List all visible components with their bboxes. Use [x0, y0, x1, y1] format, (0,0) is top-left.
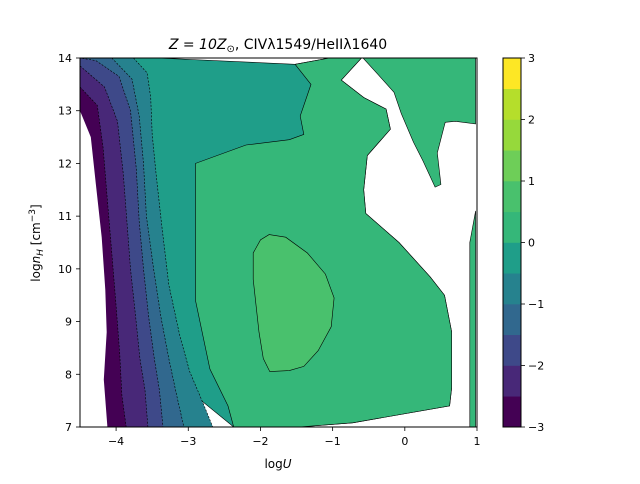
plot-frame: [79, 57, 478, 428]
contour-regions: [80, 58, 476, 427]
colorbar-band: [503, 365, 521, 397]
contour-region-2: [362, 58, 476, 188]
y-tick-label: 8: [65, 368, 72, 381]
colorbar-band: [503, 273, 521, 305]
y-tick-label: 13: [58, 105, 72, 118]
colorbar-tick-label: 2: [528, 114, 535, 127]
x-tick-label: 0: [401, 435, 408, 448]
colorbar-band: [503, 242, 521, 274]
y-tick-label: 7: [65, 421, 72, 434]
contour-region-10: [80, 58, 108, 427]
colorbar-tick-label: 1: [528, 175, 535, 188]
x-tick-label: 1: [474, 435, 481, 448]
colorbar-ticks: −3 −2 −1 0 1 2 3: [521, 52, 544, 434]
y-tick-label: 14: [58, 52, 72, 65]
colorbar-band: [503, 396, 521, 428]
contour-region-3: [469, 210, 476, 427]
colorbar-band: [503, 211, 521, 243]
x-tick-label: −2: [252, 435, 268, 448]
y-tick-label: 12: [58, 157, 72, 170]
colorbar-tick-label: −1: [528, 298, 544, 311]
x-tick-label: −1: [325, 435, 341, 448]
y-tick-label: 10: [58, 263, 72, 276]
x-axis: −4 −3 −2 −1 0 1: [108, 427, 481, 448]
y-tick-label: 9: [65, 316, 72, 329]
colorbar-tick-label: −3: [528, 421, 544, 434]
colorbar-band: [503, 334, 521, 366]
x-tick-label: −3: [180, 435, 196, 448]
colorbar-band: [503, 150, 521, 182]
x-axis-label: logU: [264, 457, 291, 471]
x-tick-label: −4: [108, 435, 124, 448]
plot-area: [80, 58, 477, 427]
y-tick-label: 11: [58, 210, 72, 223]
y-axis: 7 8 9 10 11 12 13 14: [58, 52, 80, 434]
colorbar-band: [503, 58, 521, 90]
colorbar-band: [503, 304, 521, 336]
colorbar-tick-label: −2: [528, 360, 544, 373]
colorbar-band: [503, 88, 521, 120]
contour-region-4: [252, 234, 335, 372]
colorbar-tick-label: 3: [528, 52, 535, 65]
chart-title: Z = 10Z⊙, CIVλ1549/HeIIλ1640: [168, 37, 387, 55]
colorbar-band: [503, 181, 521, 213]
colorbar: [503, 58, 521, 428]
y-axis-label: lognH [cm−3]: [28, 204, 46, 281]
colorbar-tick-label: 0: [528, 237, 535, 250]
colorbar-band: [503, 119, 521, 151]
